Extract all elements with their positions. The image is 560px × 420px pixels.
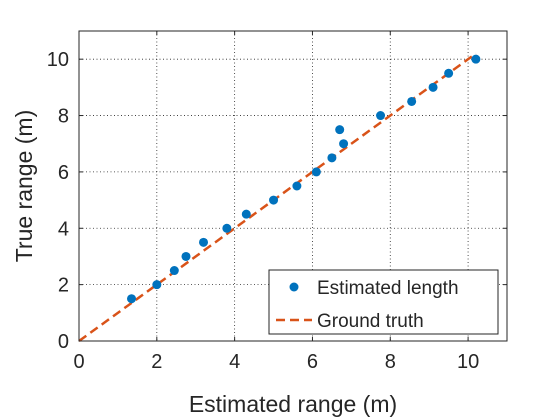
estimated-points-layer	[127, 54, 481, 304]
legend-label-estimated-length: Estimated length	[317, 278, 459, 299]
x-axis-ticks: 0 2 4 6 8 10	[73, 31, 479, 373]
y-axis-label: True range (m)	[11, 110, 37, 263]
estimated-point	[269, 195, 279, 205]
estimated-point	[292, 181, 302, 191]
x-tick-label: 4	[229, 351, 240, 373]
estimated-point	[471, 54, 481, 64]
y-tick-label: 8	[58, 106, 69, 128]
legend-box	[268, 269, 499, 335]
estimated-point	[169, 266, 179, 276]
y-tick-label: 6	[58, 162, 69, 184]
legend: Estimated length Ground truth	[268, 269, 499, 335]
y-tick-label: 4	[58, 218, 69, 240]
estimated-point	[222, 223, 232, 233]
y-tick-label: 0	[58, 331, 69, 353]
legend-marker-estimated-length	[289, 282, 299, 292]
x-axis-label: Estimated range (m)	[189, 391, 397, 417]
plot-frame	[78, 30, 508, 342]
estimated-point	[241, 209, 251, 219]
estimated-point	[181, 251, 191, 261]
estimated-point	[444, 68, 454, 78]
estimated-point	[376, 111, 386, 121]
x-tick-label: 2	[151, 351, 162, 373]
legend-label-ground-truth: Ground truth	[317, 311, 424, 332]
estimated-point	[199, 237, 209, 247]
x-tick-label: 6	[307, 351, 318, 373]
estimated-point	[428, 82, 438, 92]
y-tick-label: 10	[47, 49, 69, 71]
estimated-point	[335, 125, 345, 135]
estimated-point	[327, 153, 337, 163]
x-tick-label: 0	[73, 351, 84, 373]
estimated-point	[311, 167, 321, 177]
y-tick-label: 2	[58, 275, 69, 297]
y-axis-ticks: 0 2 4 6 8 10	[47, 49, 507, 353]
estimated-point	[407, 96, 417, 106]
x-tick-label: 8	[385, 351, 396, 373]
estimated-point	[127, 294, 137, 304]
x-tick-label: 10	[457, 351, 479, 373]
estimated-point	[152, 280, 162, 290]
estimated-point	[339, 139, 349, 149]
